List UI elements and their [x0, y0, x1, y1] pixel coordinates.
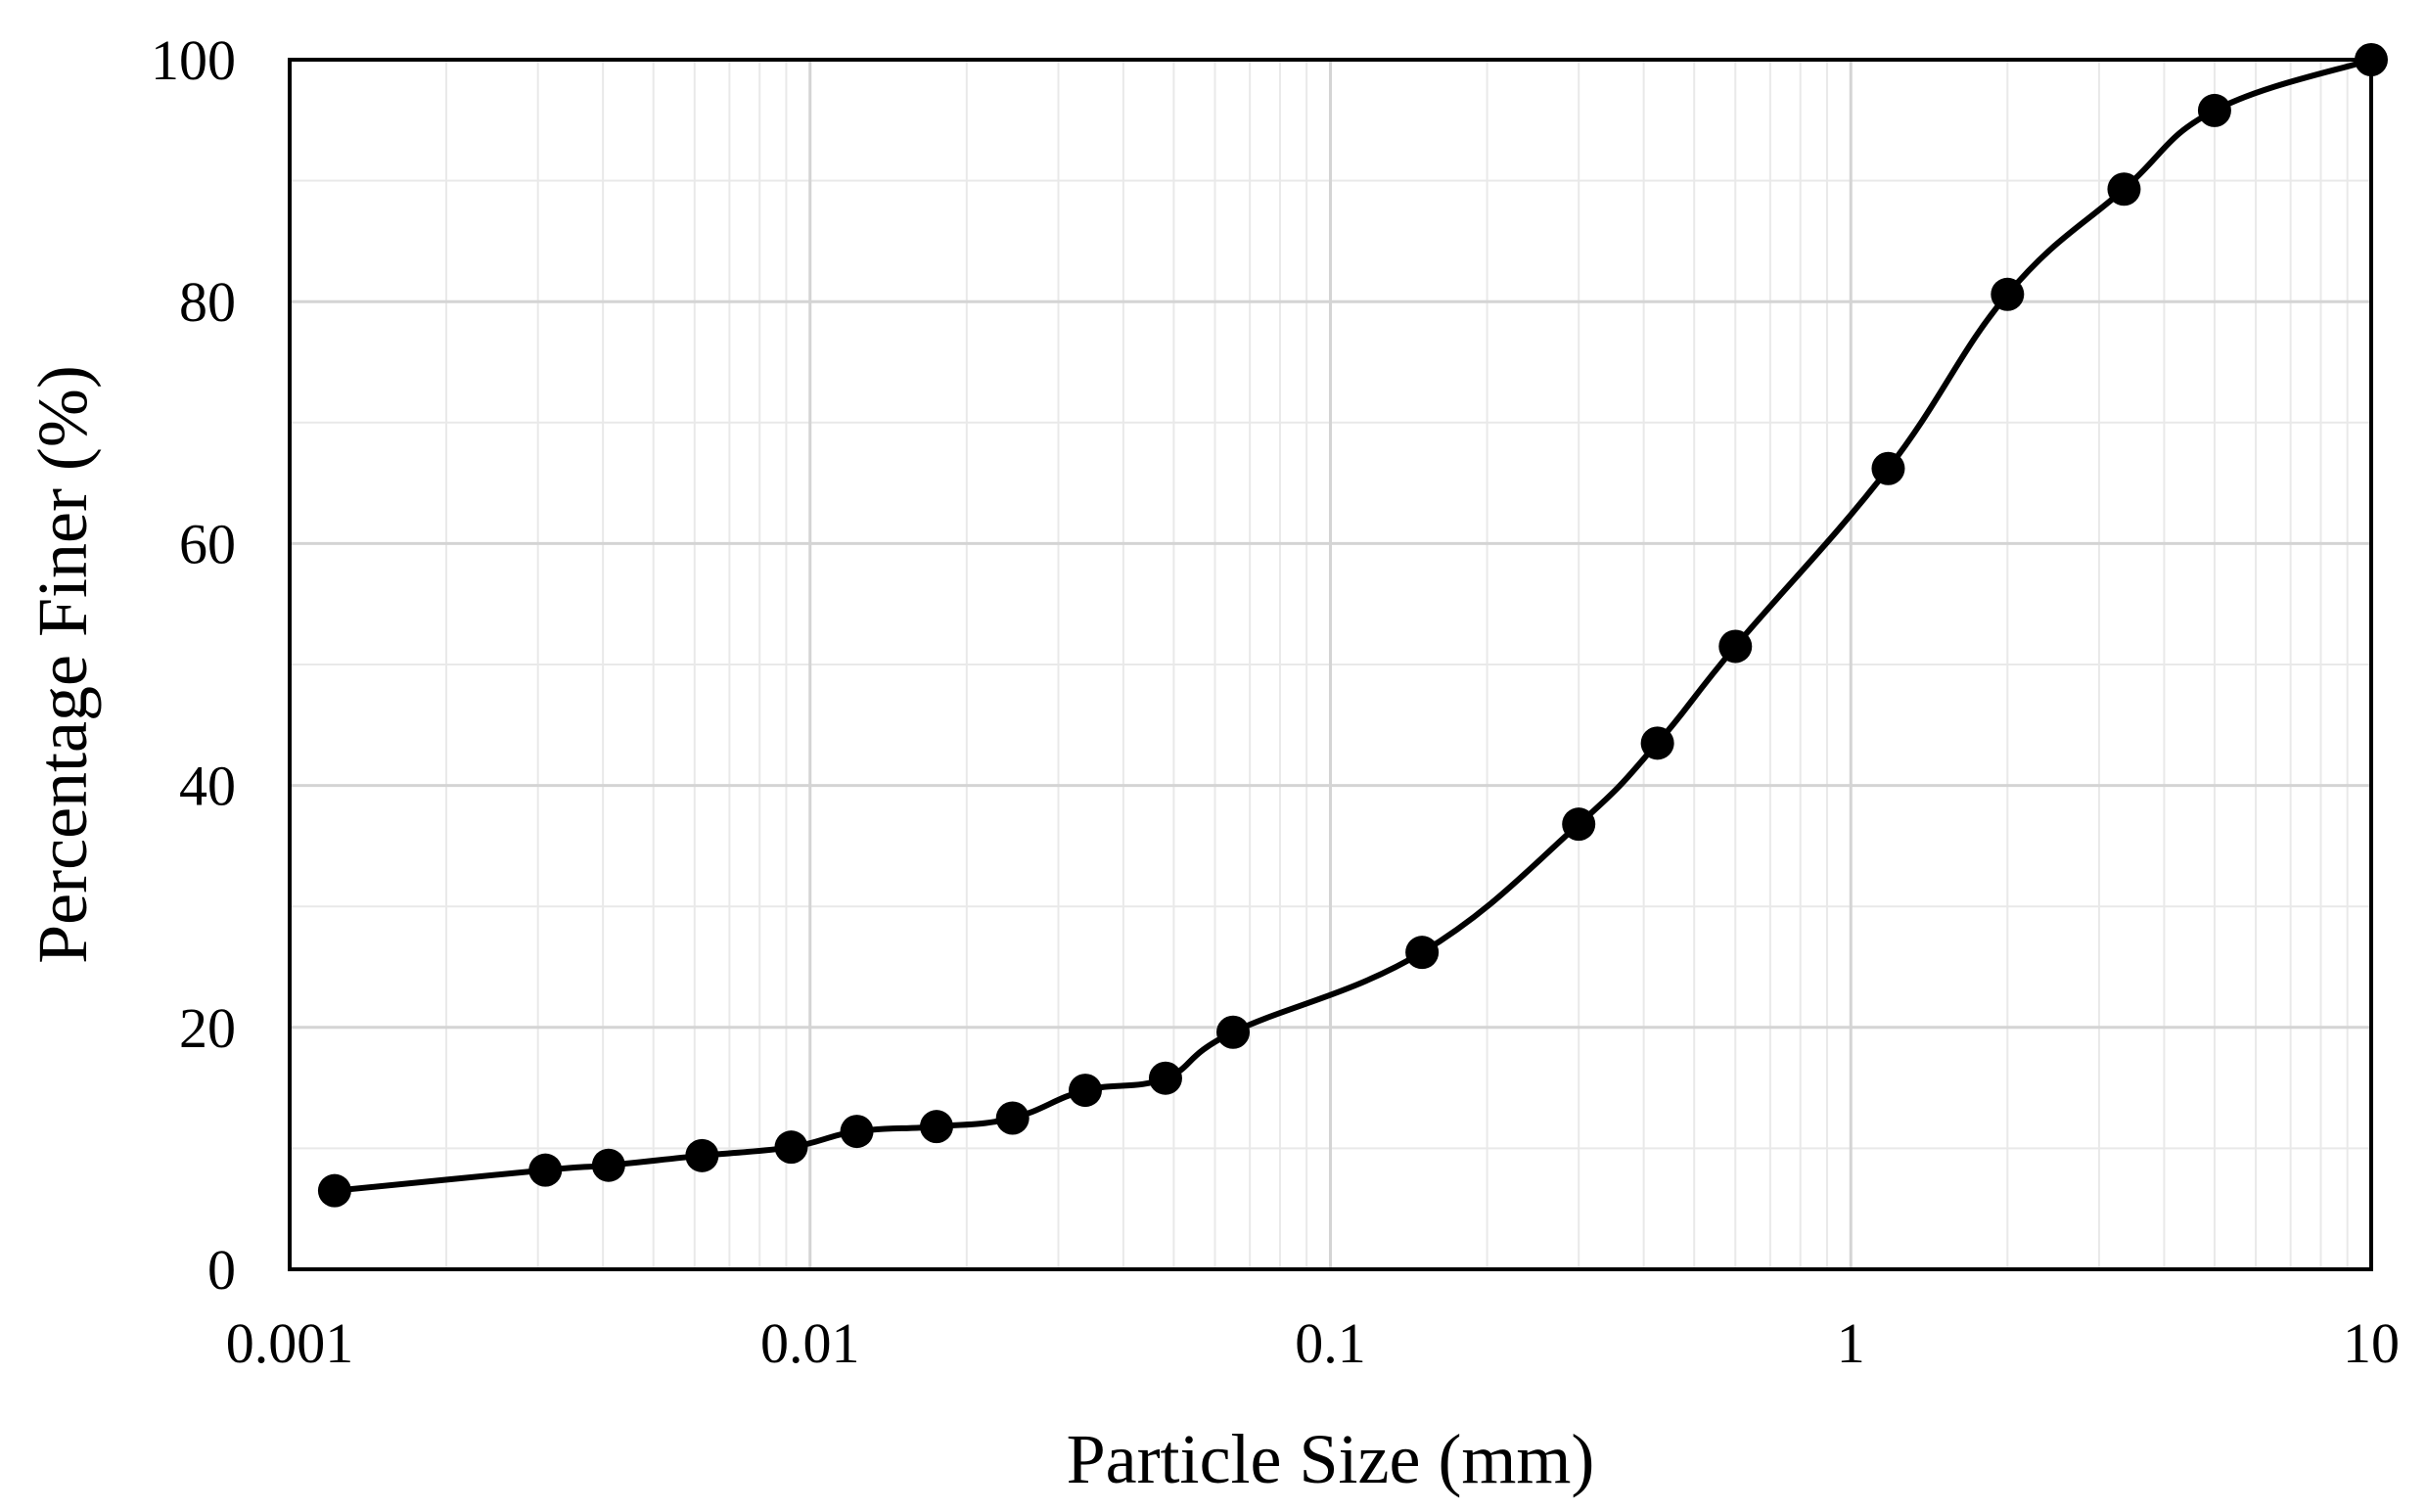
data-point [1718, 629, 1753, 664]
data-point [2355, 43, 2388, 76]
y-tick-label: 100 [151, 28, 236, 92]
data-point [1640, 726, 1674, 760]
y-tick-label: 80 [179, 270, 236, 334]
plot-area-frame [288, 58, 2373, 1271]
series-line [331, 57, 2374, 1194]
x-axis-tick-labels: 0.001 0.01 0.1 1 10 [226, 1311, 2400, 1375]
x-tick-label: 0.001 [226, 1311, 354, 1375]
y-tick-label: 40 [179, 755, 236, 818]
y-tick-label: 20 [179, 996, 236, 1060]
x-axis-title: Particle Size (mm) [1067, 1420, 1595, 1498]
data-point [591, 1148, 625, 1182]
data-point [774, 1130, 808, 1165]
data-series [317, 43, 2388, 1208]
y-axis-title: Percentage Finer (%) [23, 365, 102, 964]
data-point [1991, 277, 2025, 311]
data-point [919, 1110, 953, 1144]
data-point [2197, 93, 2231, 127]
data-point [995, 1101, 1030, 1135]
x-tick-label: 1 [1837, 1311, 1865, 1375]
x-tick-label: 10 [2343, 1311, 2400, 1375]
data-point [840, 1115, 874, 1149]
data-point [1871, 451, 1905, 485]
data-point [317, 1173, 351, 1208]
y-tick-label: 60 [179, 512, 236, 575]
x-tick-label: 0.1 [1295, 1311, 1366, 1375]
data-point [1216, 1015, 1251, 1049]
data-point [685, 1138, 719, 1172]
y-axis-tick-labels: 0 20 40 60 80 100 [151, 28, 236, 1302]
data-point [1148, 1061, 1182, 1095]
data-point [528, 1153, 563, 1187]
data-point [1562, 807, 1596, 842]
x-tick-label: 0.01 [760, 1311, 860, 1375]
data-point [1405, 936, 1440, 970]
data-point [2107, 172, 2141, 206]
data-point [1069, 1074, 1103, 1108]
y-tick-label: 0 [207, 1238, 236, 1302]
